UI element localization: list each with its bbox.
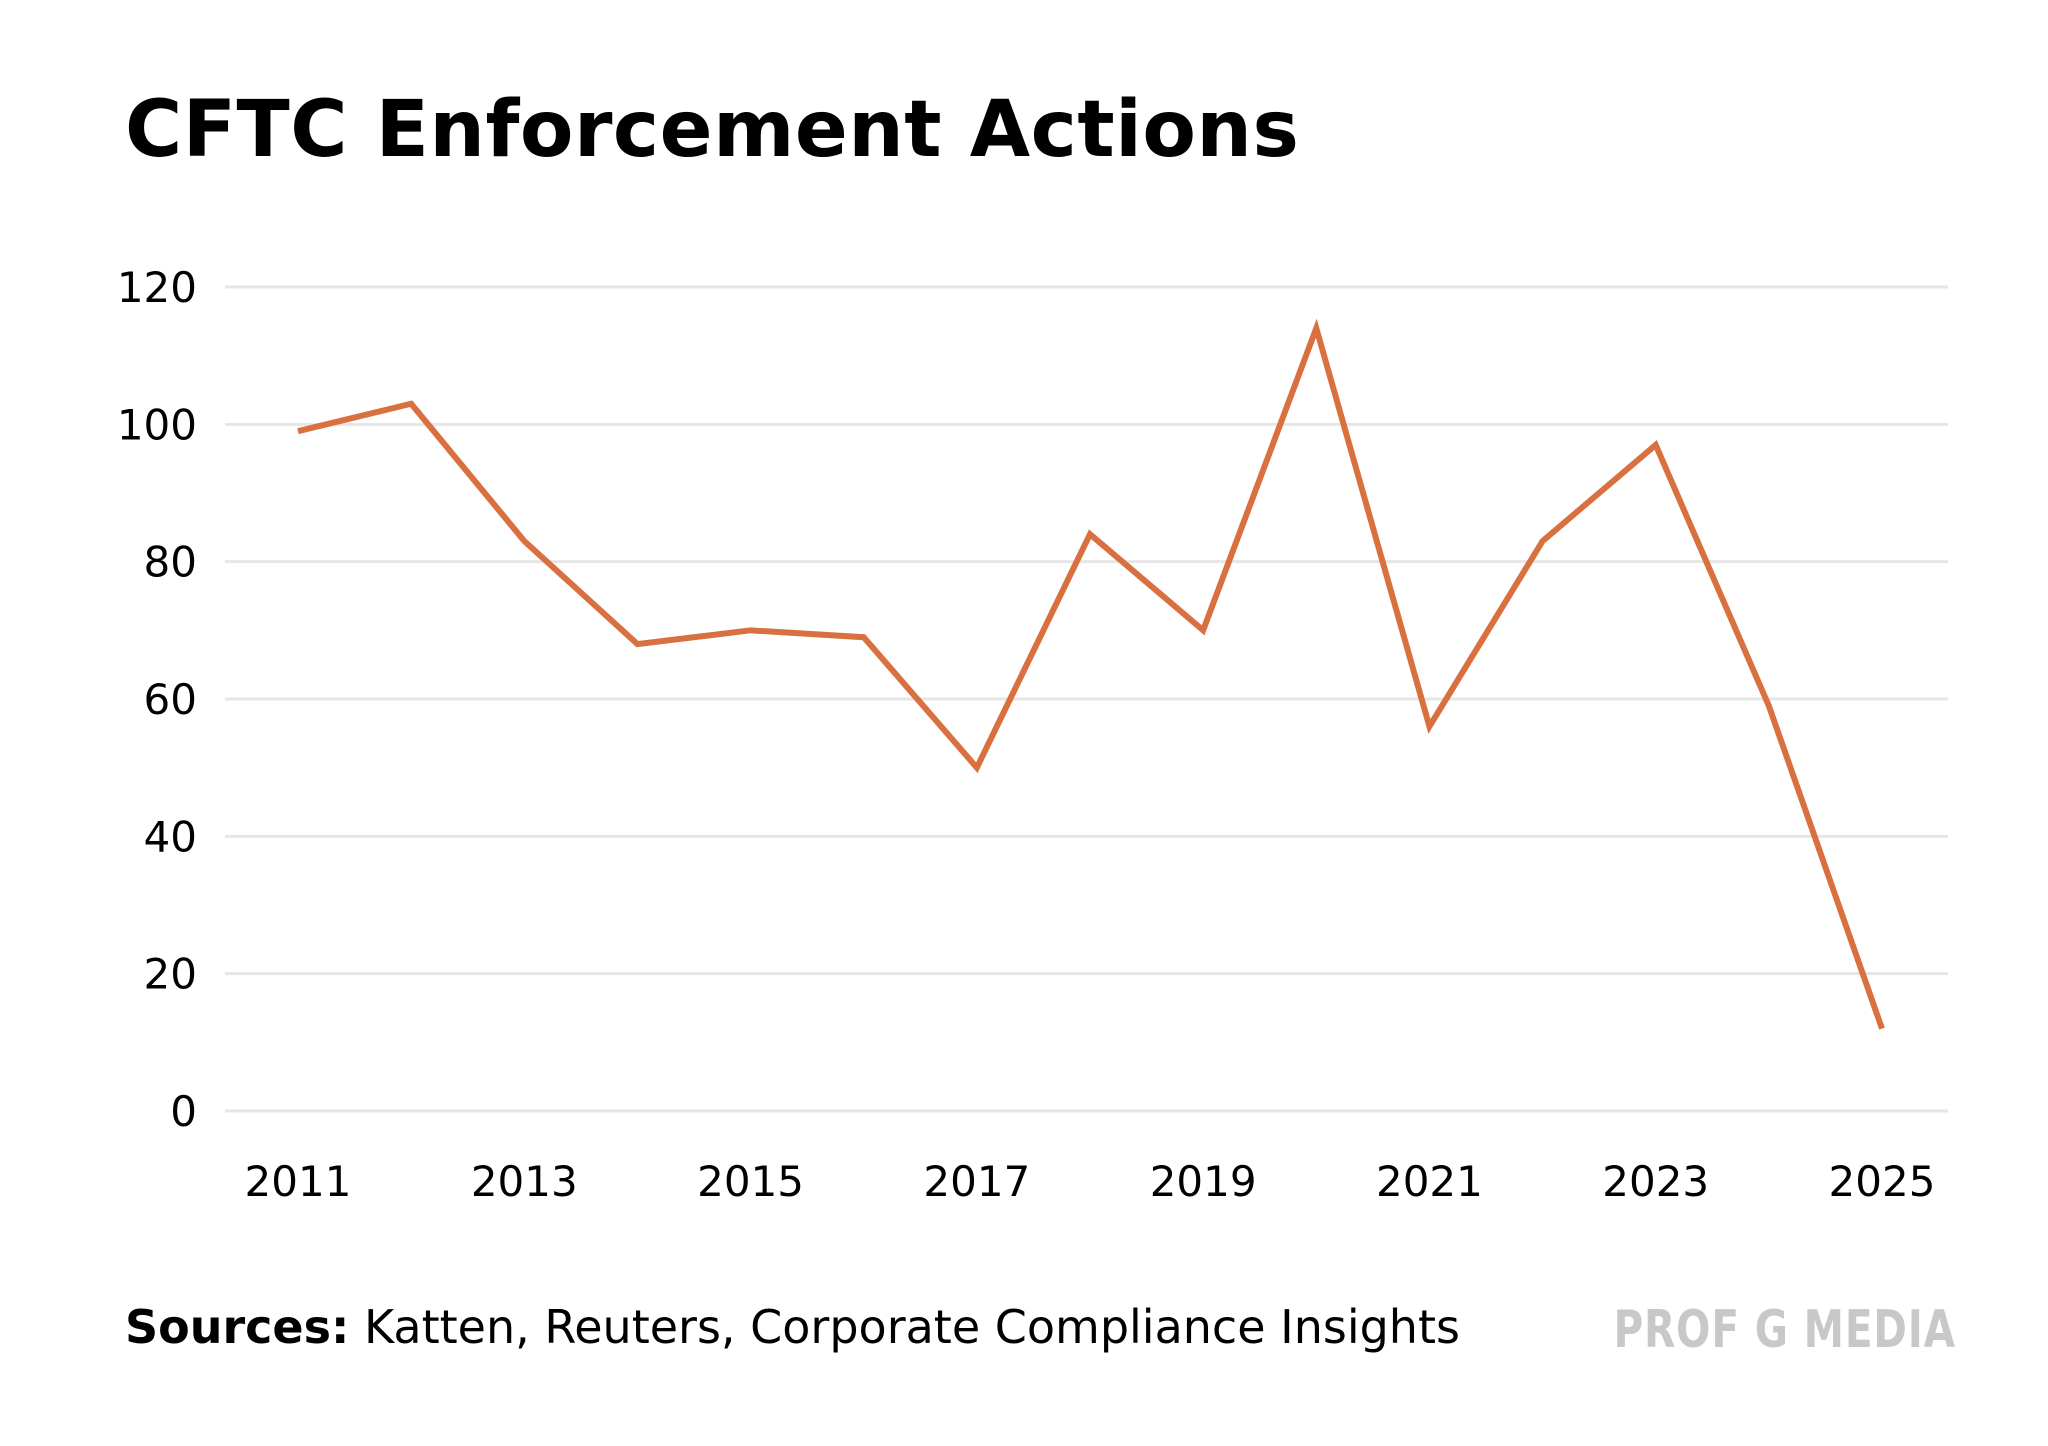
data-point-2018 [1087, 531, 1093, 537]
y-tick-label: 60 [144, 675, 197, 724]
data-point-2012 [408, 401, 414, 407]
x-tick-label: 2015 [697, 1157, 804, 1206]
data-point-2024 [1766, 703, 1772, 709]
y-tick-label: 100 [117, 400, 197, 449]
y-tick-label: 20 [144, 950, 197, 999]
y-tick-label: 40 [144, 812, 197, 861]
x-tick-label: 2019 [1150, 1157, 1257, 1206]
data-point-2016 [861, 634, 867, 640]
data-point-2019 [1200, 627, 1206, 633]
data-point-2020 [1313, 325, 1319, 331]
data-point-2013 [521, 538, 527, 544]
data-point-2023 [1653, 442, 1659, 448]
x-tick-label: 2013 [471, 1157, 578, 1206]
x-tick-label: 2021 [1376, 1157, 1483, 1206]
data-point-2017 [974, 765, 980, 771]
x-tick-label: 2025 [1829, 1157, 1936, 1206]
data-point-2014 [634, 641, 640, 647]
x-tick-label: 2023 [1602, 1157, 1709, 1206]
brand-logo: PROF G MEDIA [1613, 1300, 1956, 1360]
x-tick-label: 2017 [923, 1157, 1030, 1206]
series-line [297, 318, 1885, 1030]
sources-note: Sources: Katten, Reuters, Corporate Comp… [125, 1300, 1460, 1354]
sources-label: Sources: [125, 1300, 350, 1354]
data-point-2022 [1540, 538, 1546, 544]
sources-text: Katten, Reuters, Corporate Compliance In… [349, 1300, 1460, 1354]
y-tick-label: 80 [144, 538, 197, 587]
chart-title: CFTC Enforcement Actions [125, 85, 1300, 175]
data-point-2025 [1879, 1026, 1885, 1032]
y-tick-label: 0 [170, 1087, 197, 1136]
data-point-2021 [1426, 723, 1432, 729]
data-point-2011 [295, 428, 301, 434]
x-tick-label: 2011 [245, 1157, 352, 1206]
data-point-2015 [748, 627, 754, 633]
y-tick-label: 120 [117, 263, 197, 312]
